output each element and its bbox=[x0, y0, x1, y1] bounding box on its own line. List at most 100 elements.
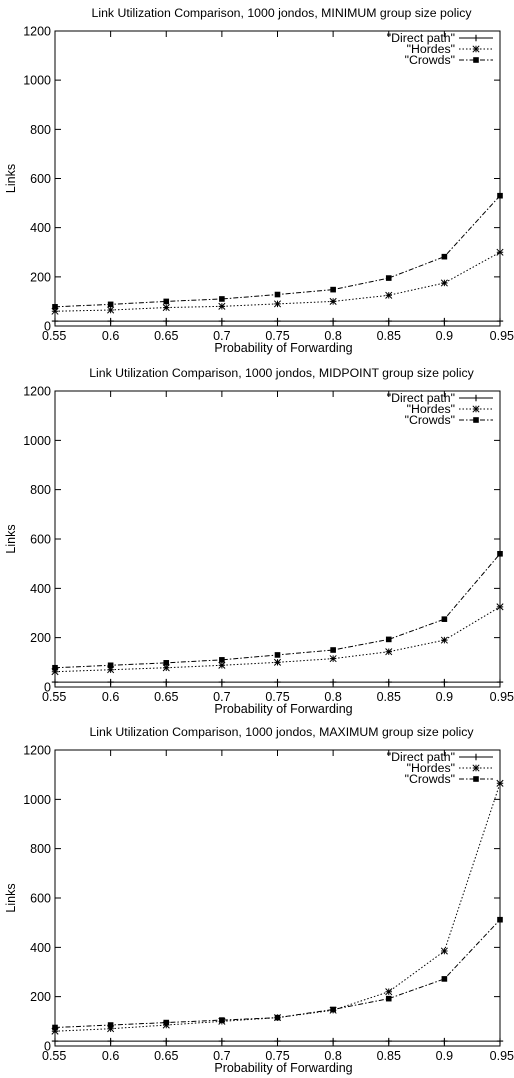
data-point bbox=[329, 678, 337, 686]
series-line bbox=[54, 251, 501, 312]
x-tick-label: 0.95 bbox=[490, 690, 514, 704]
data-point bbox=[274, 317, 281, 325]
data-point bbox=[52, 1024, 58, 1031]
y-tick-label: 1000 bbox=[23, 434, 51, 448]
legend-marker bbox=[473, 417, 479, 423]
data-point bbox=[441, 678, 448, 686]
data-point bbox=[163, 298, 170, 305]
data-point bbox=[107, 1025, 115, 1033]
x-tick-label: 0.6 bbox=[102, 690, 119, 704]
data-point bbox=[385, 291, 393, 299]
data-point bbox=[329, 297, 337, 305]
y-tick-label: 400 bbox=[30, 941, 51, 955]
x-tick-label: 0.85 bbox=[377, 690, 401, 704]
data-point bbox=[496, 779, 504, 787]
legend-label: "Crowds" bbox=[405, 772, 455, 786]
y-axis-label: Links bbox=[4, 524, 18, 553]
data-point bbox=[273, 300, 282, 308]
data-point bbox=[440, 636, 448, 644]
data-point bbox=[441, 317, 448, 325]
data-point bbox=[218, 661, 226, 669]
data-point bbox=[274, 291, 281, 298]
series-line bbox=[54, 606, 501, 673]
data-point bbox=[218, 678, 226, 686]
x-tick-label: 0.9 bbox=[436, 690, 453, 704]
data-point bbox=[51, 317, 59, 325]
series-line bbox=[54, 553, 501, 669]
x-tick-label: 0.8 bbox=[324, 690, 341, 704]
x-tick-label: 0.8 bbox=[324, 329, 341, 343]
data-point bbox=[163, 1037, 170, 1045]
data-point bbox=[219, 1017, 225, 1023]
series-crowds bbox=[52, 916, 503, 1031]
data-point bbox=[441, 976, 448, 982]
y-tick-label: 600 bbox=[30, 533, 51, 547]
y-tick-label: 1000 bbox=[23, 793, 51, 807]
data-point bbox=[162, 664, 170, 672]
chart-panel-3: Link Utilization Comparison, 1000 jondos… bbox=[4, 725, 514, 1075]
data-point bbox=[219, 296, 225, 302]
series-direct-path bbox=[51, 1037, 504, 1045]
data-point bbox=[385, 1037, 392, 1045]
x-tick-label: 0.55 bbox=[42, 329, 66, 343]
data-point bbox=[385, 636, 392, 643]
data-point bbox=[330, 1006, 336, 1013]
data-point bbox=[51, 1027, 59, 1035]
x-tick-label: 0.75 bbox=[265, 1049, 289, 1063]
data-point bbox=[385, 317, 392, 325]
x-tick-label: 0.8 bbox=[324, 1049, 341, 1063]
x-tick-label: 0.55 bbox=[42, 1049, 66, 1063]
series-line bbox=[54, 919, 501, 1028]
data-point bbox=[274, 1014, 281, 1021]
data-point bbox=[274, 678, 281, 686]
legend-marker bbox=[472, 764, 480, 772]
data-point bbox=[329, 1037, 337, 1045]
data-point bbox=[107, 678, 114, 686]
y-tick-label: 800 bbox=[30, 483, 51, 497]
data-point bbox=[51, 1037, 59, 1045]
chart-panel-1: Link Utilization Comparison, 1000 jondos… bbox=[4, 6, 514, 355]
legend-marker bbox=[472, 45, 480, 53]
y-axis-label: Links bbox=[4, 164, 18, 193]
data-point bbox=[329, 317, 337, 325]
series-hordes bbox=[51, 603, 504, 676]
y-tick-label: 200 bbox=[30, 270, 51, 284]
data-point bbox=[52, 664, 58, 671]
data-point bbox=[274, 652, 281, 658]
data-point bbox=[385, 275, 392, 281]
y-tick-label: 200 bbox=[30, 990, 51, 1004]
x-tick-label: 0.7 bbox=[213, 1049, 230, 1063]
data-point bbox=[385, 988, 393, 996]
data-point bbox=[107, 317, 114, 325]
chart-panel-2: Link Utilization Comparison, 1000 jondos… bbox=[4, 366, 514, 716]
data-point bbox=[273, 658, 282, 666]
x-tick-label: 0.75 bbox=[265, 690, 289, 704]
y-tick-label: 600 bbox=[30, 172, 51, 186]
plot-frame bbox=[54, 390, 501, 688]
y-tick-label: 1200 bbox=[23, 385, 51, 399]
data-point bbox=[497, 551, 503, 557]
y-tick-label: 0 bbox=[44, 681, 51, 695]
data-point bbox=[218, 302, 226, 310]
data-point bbox=[51, 678, 59, 686]
y-tick-label: 0 bbox=[44, 320, 51, 334]
y-tick-label: 800 bbox=[30, 123, 51, 137]
data-point bbox=[163, 678, 170, 686]
legend-marker bbox=[473, 57, 479, 63]
x-axis-label: Probability of Forwarding bbox=[214, 1061, 352, 1075]
data-point bbox=[163, 317, 170, 325]
legend-marker bbox=[472, 394, 480, 402]
x-tick-label: 0.65 bbox=[154, 1049, 178, 1063]
legend-marker bbox=[472, 34, 480, 42]
x-tick-label: 0.95 bbox=[490, 329, 514, 343]
x-tick-label: 0.7 bbox=[213, 329, 230, 343]
legend-label: "Hordes" bbox=[407, 42, 455, 56]
x-tick-label: 0.65 bbox=[154, 690, 178, 704]
y-tick-label: 1200 bbox=[23, 25, 51, 39]
data-point bbox=[163, 1019, 170, 1026]
plot-frame bbox=[54, 749, 501, 1047]
legend-marker bbox=[473, 776, 479, 782]
y-tick-label: 800 bbox=[30, 842, 51, 856]
chart-title: Link Utilization Comparison, 1000 jondos… bbox=[92, 6, 473, 20]
x-tick-label: 0.55 bbox=[42, 690, 66, 704]
